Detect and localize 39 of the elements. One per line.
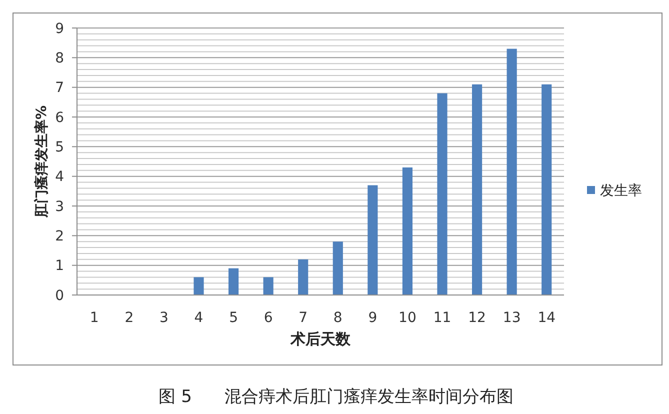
y-axis-title: 肛门瘙痒发生率% <box>33 105 50 219</box>
bar <box>298 259 308 295</box>
x-tick-label: 7 <box>298 310 308 326</box>
x-tick-label: 8 <box>333 310 342 326</box>
y-tick-label: 7 <box>55 80 64 96</box>
bar <box>437 93 448 295</box>
x-tick-label: 14 <box>538 310 556 326</box>
bar <box>228 268 239 295</box>
bar <box>332 242 343 295</box>
x-tick-label: 10 <box>398 310 416 326</box>
y-tick-label: 4 <box>55 169 64 186</box>
x-tick-label: 3 <box>160 310 168 326</box>
bar <box>472 84 482 295</box>
x-tick-label: 4 <box>194 310 204 326</box>
bar <box>402 167 413 295</box>
x-tick-label: 12 <box>468 310 486 326</box>
y-tick-label: 1 <box>55 258 64 274</box>
legend-label: 发生率 <box>600 182 642 199</box>
bar <box>542 84 552 295</box>
y-tick-label: 8 <box>55 50 64 67</box>
x-tick-label: 1 <box>90 310 99 326</box>
bar <box>263 277 274 295</box>
bar <box>368 185 378 295</box>
x-tick-label: 11 <box>433 310 452 326</box>
x-axis-title: 术后天数 <box>290 330 352 348</box>
x-tick-label: 6 <box>264 310 273 326</box>
text: 图 5 混合痔术后肛门瘙痒发生率时间分布图 <box>158 386 514 407</box>
y-tick-label: 0 <box>55 288 64 304</box>
bar <box>506 48 517 295</box>
x-tick-label: 9 <box>368 310 378 326</box>
y-tick-label: 5 <box>55 140 64 156</box>
x-tick-label: 13 <box>502 310 521 326</box>
y-tick-label: 6 <box>55 110 64 126</box>
y-tick-label: 9 <box>55 20 64 37</box>
x-tick-label: 5 <box>229 310 238 326</box>
bar <box>194 277 204 295</box>
y-tick-label: 2 <box>55 228 64 245</box>
y-tick-label: 3 <box>55 198 64 215</box>
x-tick-label: 2 <box>124 310 134 326</box>
